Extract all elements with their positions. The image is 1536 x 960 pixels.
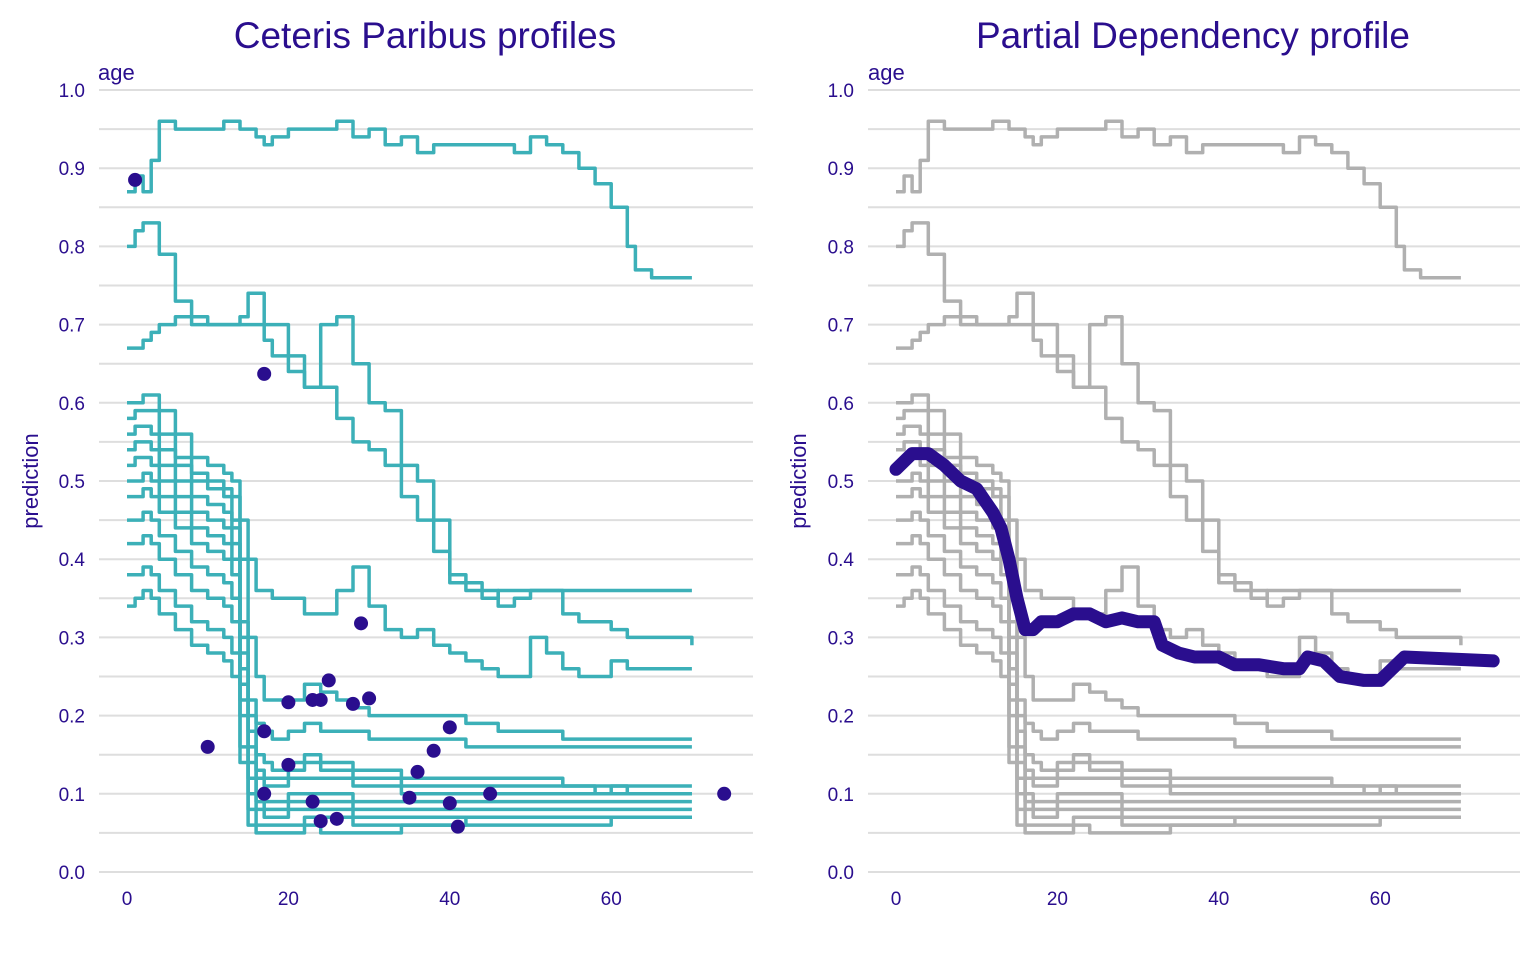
cp-profile-line bbox=[127, 510, 692, 812]
cp-profile-line-grey bbox=[896, 510, 1461, 812]
cp-strip-label: age bbox=[98, 60, 135, 85]
x-tick-label: 0 bbox=[122, 889, 133, 910]
observation-point bbox=[257, 724, 272, 739]
x-tick-label: 40 bbox=[439, 889, 460, 910]
cp-profile-line-grey bbox=[896, 565, 1461, 827]
observation-point bbox=[442, 720, 457, 735]
cp-profile-line-grey bbox=[896, 315, 1463, 646]
cp-profile-line-grey bbox=[896, 393, 1461, 679]
observation-point bbox=[281, 695, 296, 710]
y-tick-label: 0.3 bbox=[828, 628, 854, 649]
observation-point bbox=[200, 739, 215, 754]
observation-point bbox=[313, 814, 328, 829]
x-tick-label: 20 bbox=[278, 889, 299, 910]
y-tick-label: 0.5 bbox=[828, 472, 854, 493]
x-tick-label: 20 bbox=[1047, 889, 1068, 910]
observation-point bbox=[321, 673, 336, 688]
y-tick-label: 1.0 bbox=[59, 81, 85, 102]
cp-profile-line bbox=[127, 565, 692, 827]
observation-point bbox=[281, 757, 296, 772]
y-tick-label: 0.2 bbox=[828, 707, 854, 728]
observation-point bbox=[305, 794, 320, 809]
y-tick-label: 0.7 bbox=[59, 316, 85, 337]
observation-point bbox=[257, 366, 272, 381]
cp-profile-line bbox=[127, 487, 692, 804]
pd-strip-label: age bbox=[868, 60, 905, 85]
y-tick-label: 1.0 bbox=[828, 81, 854, 102]
partial-dependency-line bbox=[889, 447, 1500, 687]
y-tick-label: 0.6 bbox=[59, 394, 85, 415]
cp-profile-line bbox=[127, 424, 692, 749]
cp-profile-line bbox=[127, 119, 692, 280]
observation-point bbox=[717, 786, 732, 801]
cp-profile-line-grey bbox=[896, 487, 1461, 804]
cp-profile-line bbox=[127, 455, 692, 796]
y-tick-label: 0.6 bbox=[828, 394, 854, 415]
observation-point bbox=[128, 172, 143, 187]
cp-profile-line bbox=[127, 315, 694, 646]
y-tick-label: 0.8 bbox=[828, 237, 854, 258]
cp-profile-line-grey bbox=[896, 455, 1461, 796]
cp-profile-line bbox=[127, 588, 692, 835]
observation-point bbox=[257, 786, 272, 801]
x-tick-label: 0 bbox=[891, 889, 902, 910]
y-tick-label: 0.2 bbox=[59, 707, 85, 728]
cp-profile-line-grey bbox=[896, 588, 1461, 835]
y-tick-label: 0.7 bbox=[828, 316, 854, 337]
observation-point bbox=[442, 796, 457, 811]
y-tick-label: 0.0 bbox=[828, 863, 854, 884]
cp-panel-title: Ceteris Paribus profiles bbox=[234, 15, 616, 56]
pd-y-axis-label: prediction bbox=[786, 433, 811, 528]
observation-point bbox=[450, 819, 465, 834]
observation-point bbox=[313, 692, 328, 707]
y-tick-label: 0.5 bbox=[59, 472, 85, 493]
observation-point bbox=[329, 811, 344, 826]
y-tick-label: 0.4 bbox=[59, 550, 86, 571]
observation-point bbox=[410, 764, 425, 779]
observation-point bbox=[402, 790, 417, 805]
observation-point bbox=[354, 616, 369, 631]
x-tick-label: 40 bbox=[1208, 889, 1229, 910]
ceteris-paribus-panel: Ceteris Paribus profiles age prediction … bbox=[18, 15, 753, 910]
y-tick-label: 0.1 bbox=[828, 785, 854, 806]
y-tick-label: 0.3 bbox=[59, 628, 85, 649]
observation-point bbox=[483, 786, 498, 801]
y-tick-label: 0.9 bbox=[59, 159, 85, 180]
cp-profile-line bbox=[127, 440, 692, 788]
cp-profile-line bbox=[127, 221, 692, 601]
cp-profile-line-grey bbox=[896, 119, 1461, 280]
partial-dependency-panel: Partial Dependency profile age predictio… bbox=[786, 15, 1520, 910]
y-tick-label: 0.4 bbox=[828, 550, 855, 571]
cp-profile-line-grey bbox=[896, 424, 1461, 749]
cp-y-axis-label: prediction bbox=[18, 433, 43, 528]
observation-point bbox=[345, 696, 360, 711]
y-tick-label: 0.1 bbox=[59, 785, 85, 806]
y-tick-label: 0.8 bbox=[59, 237, 85, 258]
pd-panel-title: Partial Dependency profile bbox=[976, 15, 1410, 56]
observation-point bbox=[426, 743, 441, 758]
y-tick-label: 0.0 bbox=[59, 863, 85, 884]
cp-profile-line-grey bbox=[896, 221, 1461, 601]
x-tick-label: 60 bbox=[1370, 889, 1391, 910]
x-tick-label: 60 bbox=[601, 889, 622, 910]
cp-profile-line bbox=[127, 393, 692, 679]
y-tick-label: 0.9 bbox=[828, 159, 854, 180]
observation-point bbox=[362, 691, 377, 706]
